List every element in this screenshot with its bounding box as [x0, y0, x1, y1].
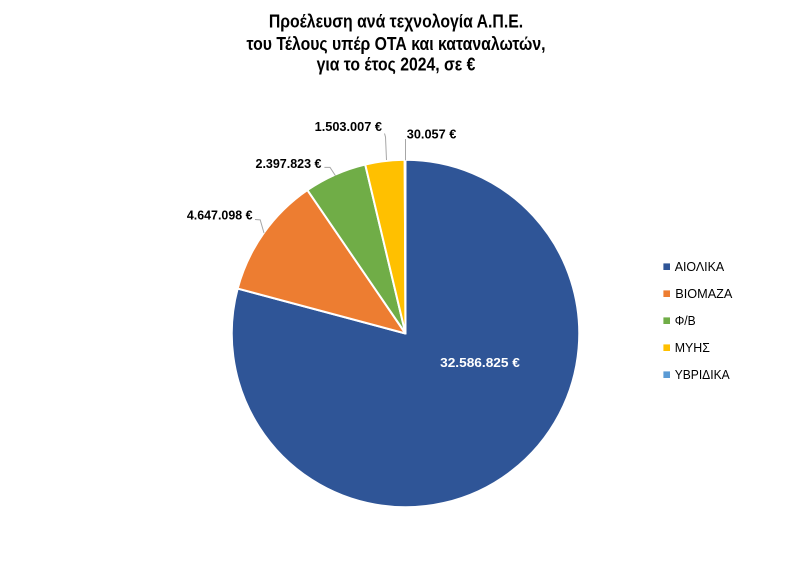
svg-text:του Τέλους υπέρ ΟΤΑ και κατανα: του Τέλους υπέρ ΟΤΑ και καταναλωτών, — [247, 34, 546, 54]
svg-text:Προέλευση ανά τεχνολογία Α.Π.Ε: Προέλευση ανά τεχνολογία Α.Π.Ε. — [269, 12, 523, 32]
svg-text:30.057 €: 30.057 € — [407, 127, 457, 141]
svg-text:4.647.098 €: 4.647.098 € — [187, 209, 253, 223]
svg-text:ΥΒΡΙΔΙΚΑ: ΥΒΡΙΔΙΚΑ — [675, 368, 731, 382]
svg-text:ΑΙΟΛΙΚΑ: ΑΙΟΛΙΚΑ — [675, 260, 725, 274]
svg-text:32.586.825 €: 32.586.825 € — [440, 355, 520, 370]
svg-text:ΒΙΟΜΑΖΑ: ΒΙΟΜΑΖΑ — [675, 287, 733, 301]
svg-text:ΜΥΗΣ: ΜΥΗΣ — [675, 341, 710, 355]
svg-text:για το έτος 2024, σε €: για το έτος 2024, σε € — [317, 55, 476, 75]
svg-text:1.503.007 €: 1.503.007 € — [315, 120, 382, 134]
svg-text:2.397.823 €: 2.397.823 € — [256, 157, 322, 171]
svg-text:Φ/Β: Φ/Β — [675, 314, 696, 328]
